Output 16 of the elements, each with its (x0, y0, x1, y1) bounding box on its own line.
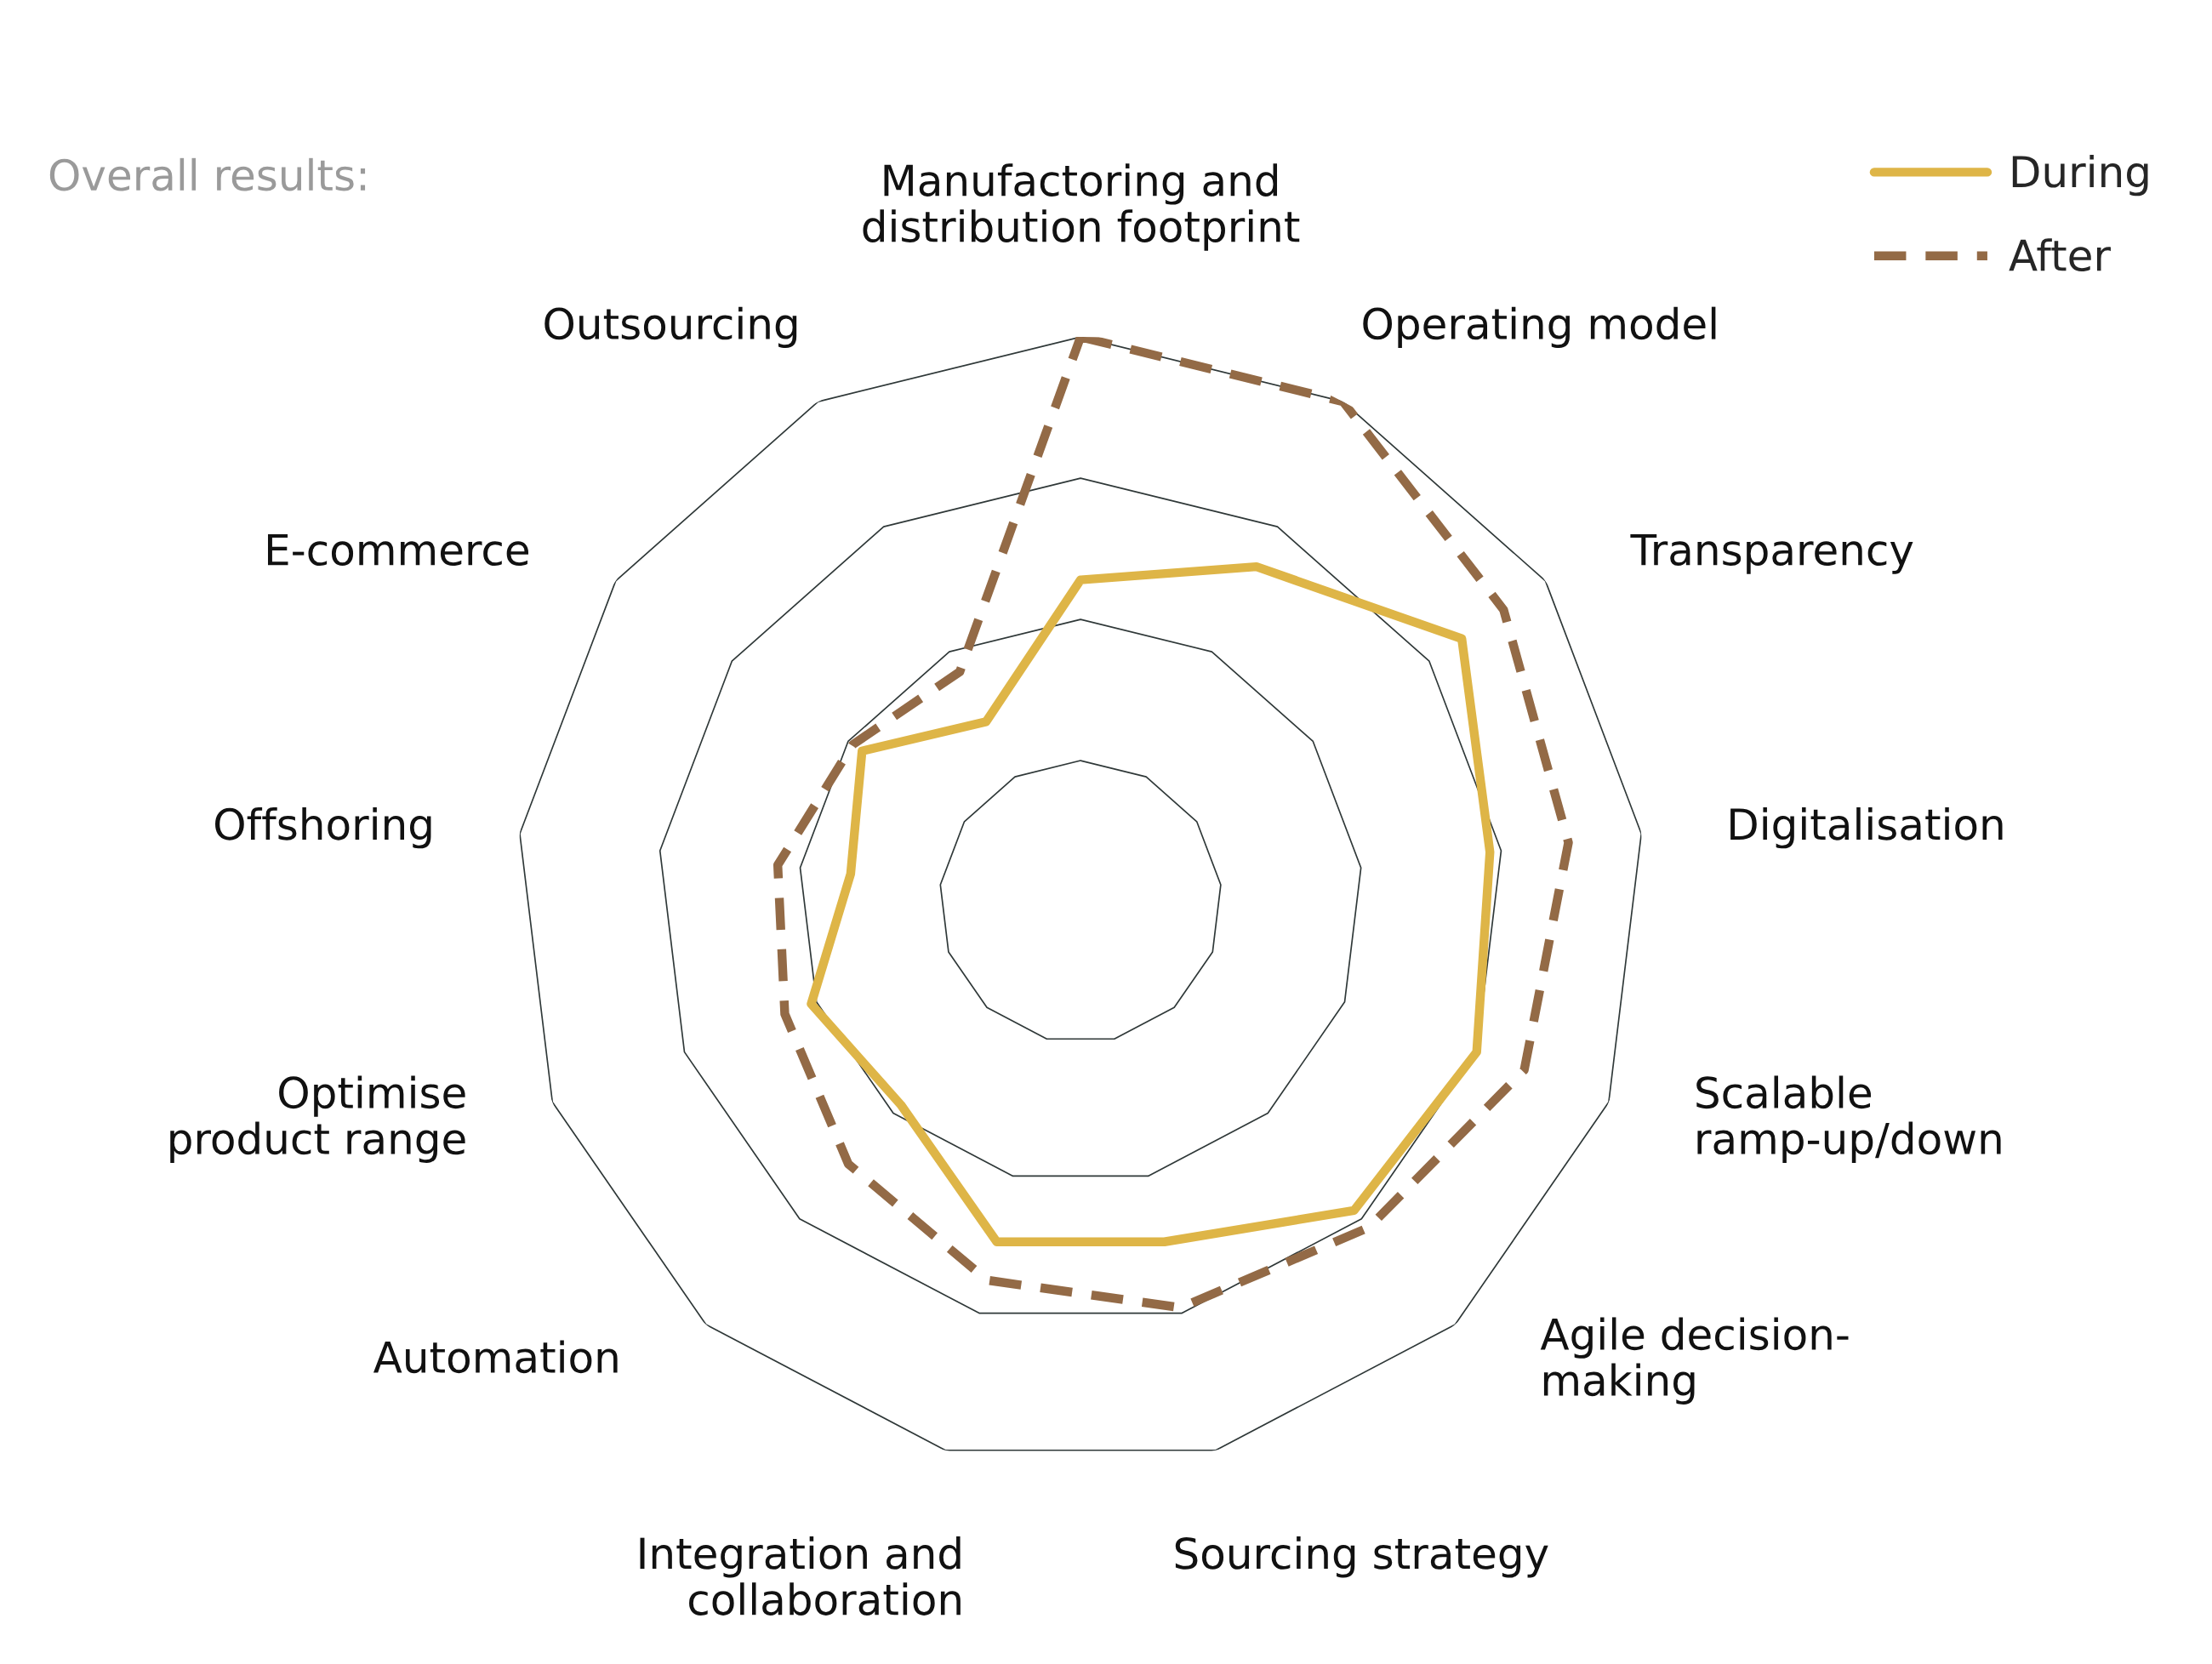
spoke-label: Outsourcing (544, 306, 797, 349)
spoke-label: Agile decision- making (1540, 1317, 1849, 1405)
spoke-label: Manufactoring and distribution footprint (863, 163, 1300, 251)
spoke-label: Integration and collaboration (640, 1536, 961, 1616)
spoke-label: Automation (373, 1340, 618, 1374)
spoke-label: Offshoring (215, 806, 431, 849)
spoke-label: Optimise product range (170, 1075, 465, 1163)
legend-label: After (2009, 238, 2111, 272)
legend-label: During (2012, 154, 2148, 197)
spoke-label: Sourcing strategy (1175, 1536, 1548, 1578)
spoke-label: Transparency (1630, 533, 1913, 574)
spoke-label: Operating model (1363, 306, 1716, 349)
spoke-label: Scalable ramp-up/down (1696, 1075, 2001, 1163)
spoke-label: E-commerce (268, 533, 528, 567)
spoke-label: Digitalisation (1730, 806, 2003, 849)
chart-title: Overall results: (49, 157, 366, 191)
